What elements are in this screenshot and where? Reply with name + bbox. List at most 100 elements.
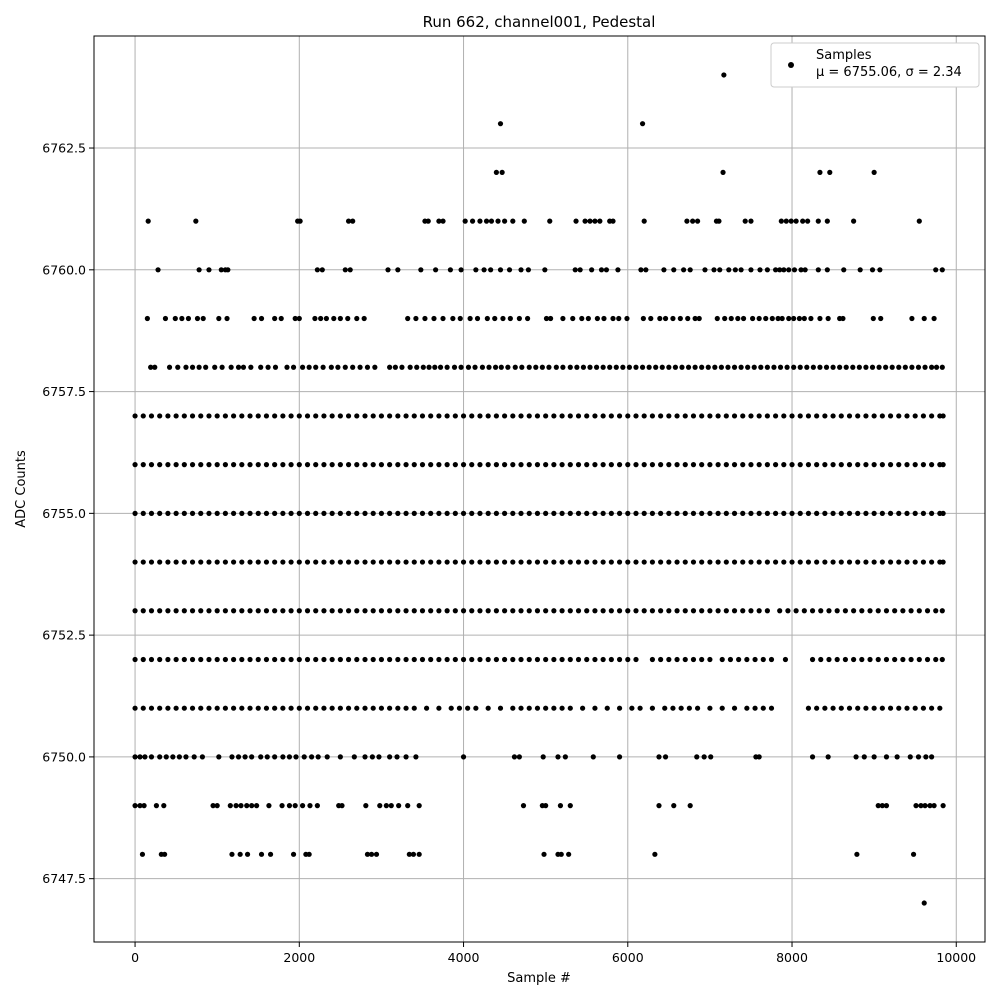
data-point	[378, 656, 385, 663]
data-point	[600, 656, 606, 663]
data-point	[493, 413, 499, 419]
data-point	[789, 413, 795, 419]
data-point	[292, 803, 298, 809]
data-point	[929, 462, 935, 468]
data-point	[641, 608, 647, 614]
data-point	[913, 803, 919, 809]
data-point	[769, 315, 775, 322]
data-point	[247, 608, 253, 614]
data-point	[633, 462, 639, 468]
data-point	[493, 656, 499, 663]
data-point	[497, 121, 504, 127]
data-point	[805, 462, 812, 468]
data-point	[658, 608, 664, 614]
data-point	[173, 559, 179, 565]
data-point	[600, 413, 606, 419]
data-point	[222, 705, 228, 711]
data-point	[247, 510, 253, 516]
data-point	[912, 462, 918, 468]
data-point	[533, 364, 539, 370]
data-point	[420, 364, 426, 370]
data-point	[362, 462, 368, 468]
data-point	[272, 608, 278, 614]
data-point	[920, 559, 927, 565]
data-point	[940, 462, 946, 468]
data-point	[351, 754, 357, 760]
data-point	[822, 510, 828, 516]
data-point	[608, 413, 614, 419]
data-point	[486, 364, 492, 370]
data-point	[214, 462, 220, 468]
data-point	[892, 656, 898, 663]
data-point	[456, 705, 463, 711]
data-point	[255, 705, 261, 711]
data-point	[460, 559, 467, 565]
data-point	[756, 315, 762, 322]
data-point	[157, 510, 163, 516]
data-point	[526, 462, 532, 468]
data-point	[902, 364, 908, 370]
data-point	[830, 705, 836, 711]
data-point	[304, 656, 311, 663]
data-point	[797, 510, 803, 516]
data-point	[681, 267, 687, 273]
data-point	[740, 608, 746, 614]
data-point	[142, 754, 148, 760]
data-point	[786, 315, 792, 322]
data-point	[592, 218, 598, 224]
data-point	[247, 413, 253, 419]
data-point	[876, 364, 882, 370]
data-point	[826, 608, 832, 614]
data-point	[444, 413, 450, 419]
data-point	[658, 559, 664, 565]
data-point	[817, 315, 823, 322]
data-point	[279, 803, 285, 809]
data-point	[567, 803, 573, 809]
legend: Samples μ = 6755.06, σ = 2.34	[770, 42, 980, 88]
data-point	[837, 364, 843, 370]
data-point	[469, 608, 475, 614]
data-point	[162, 851, 168, 857]
data-point	[916, 608, 922, 614]
data-point	[633, 510, 639, 516]
data-point	[781, 510, 787, 516]
data-point	[557, 803, 564, 809]
data-point	[239, 510, 245, 516]
data-point	[239, 608, 245, 614]
data-point	[853, 754, 859, 760]
x-tick-label: 8000	[776, 950, 808, 965]
data-point	[641, 218, 647, 224]
data-point	[878, 315, 884, 322]
data-point	[937, 705, 943, 711]
data-point	[626, 364, 633, 370]
data-point	[526, 608, 532, 614]
data-point	[625, 462, 631, 468]
data-point	[436, 413, 442, 419]
data-point	[462, 218, 468, 224]
data-point	[814, 705, 820, 711]
data-point	[337, 656, 343, 663]
data-point	[165, 559, 171, 565]
data-point	[940, 559, 946, 565]
data-point	[428, 608, 434, 614]
data-point	[140, 462, 146, 468]
data-point	[904, 705, 910, 711]
data-point	[222, 656, 228, 663]
data-point	[777, 267, 783, 273]
data-point	[431, 315, 437, 322]
data-point	[485, 656, 491, 663]
data-point	[908, 608, 914, 614]
data-point	[871, 169, 877, 175]
data-point	[286, 803, 293, 809]
x-tick-label: 10000	[936, 950, 976, 965]
data-point	[196, 267, 202, 273]
data-point	[551, 462, 557, 468]
data-point	[786, 267, 792, 273]
data-point	[395, 559, 401, 565]
data-point	[140, 559, 146, 565]
data-point	[939, 608, 945, 614]
data-point	[419, 462, 426, 468]
data-point	[643, 267, 649, 273]
